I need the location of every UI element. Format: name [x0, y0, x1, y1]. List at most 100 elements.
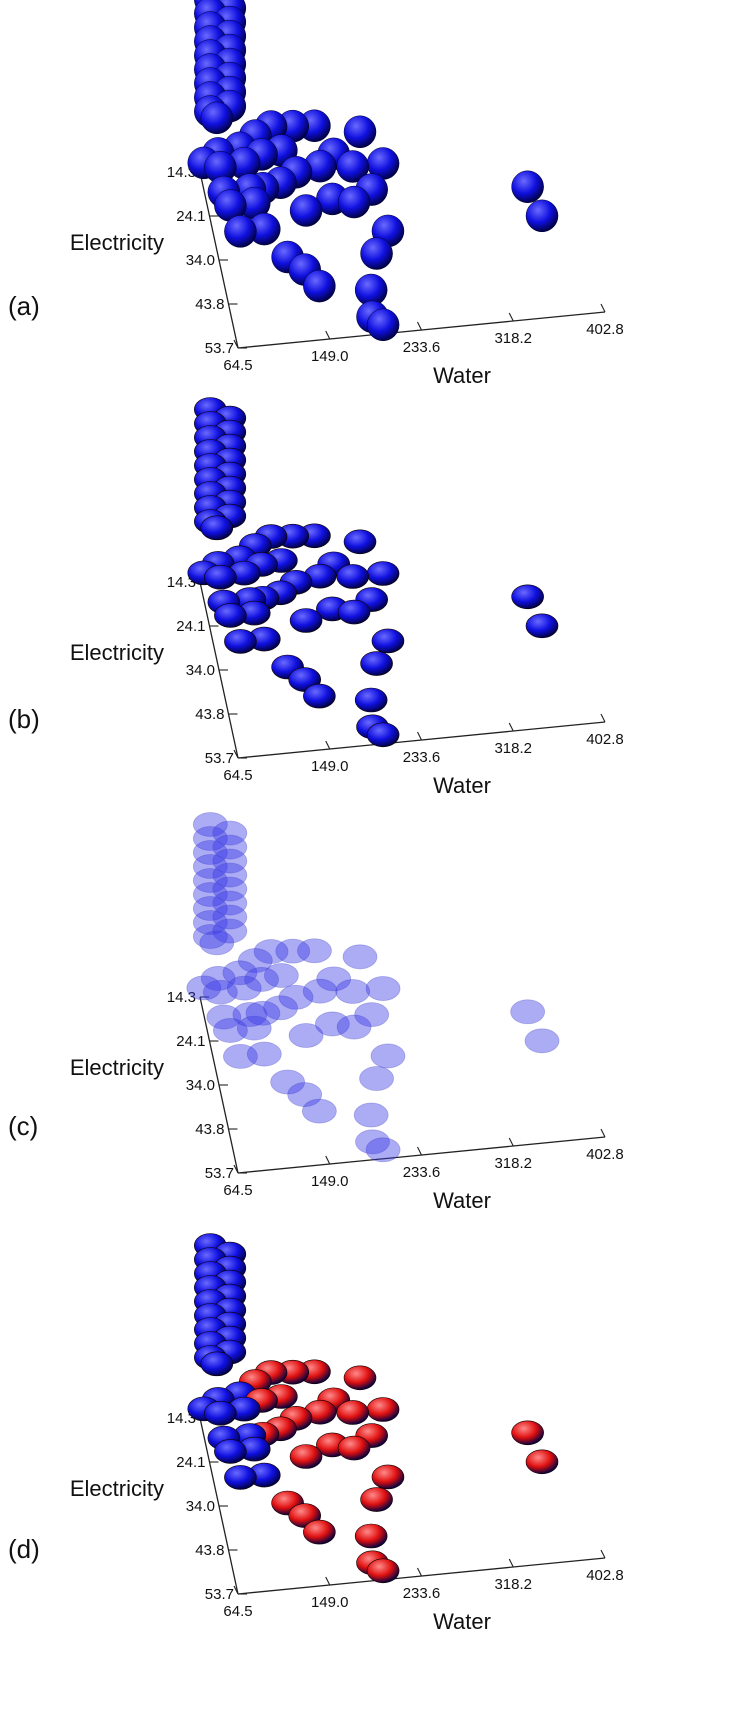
- data-point: [263, 995, 298, 1021]
- water-tick-label: 318.2: [494, 1155, 532, 1172]
- data-point: [246, 1041, 282, 1067]
- data-point: [236, 1015, 272, 1041]
- data-point: [212, 820, 248, 846]
- data-point: [511, 584, 544, 610]
- data-point: [297, 938, 332, 964]
- panel-label: (a): [8, 291, 40, 321]
- data-point: [192, 826, 228, 851]
- data-point: [303, 269, 336, 303]
- water-tick-label: 402.8: [586, 1146, 624, 1163]
- axes: 64.5149.0233.6318.2402.8Water14.324.134.…: [70, 164, 624, 388]
- electricity-axis-title: Electricity: [70, 1055, 164, 1080]
- data-point: [212, 1018, 248, 1043]
- data-point: [202, 979, 238, 1005]
- data-point: [237, 948, 273, 973]
- data-point: [342, 944, 378, 970]
- data-point: [224, 1465, 257, 1490]
- data-point: [226, 975, 262, 1001]
- electricity-tick-label: 43.8: [195, 1121, 224, 1138]
- data-point: [263, 963, 299, 988]
- water-tick-label: 402.8: [586, 731, 624, 748]
- water-tick: [600, 713, 606, 723]
- chart-svg-b: (b) 64.5 149.0 233.6 318.2 402.8 Water 14.3 24.…: [8, 397, 624, 798]
- data-point-cluster: [343, 1365, 377, 1391]
- scatter-points: [187, 0, 559, 342]
- data-point: [224, 215, 257, 248]
- water-tick-label: 64.5: [223, 767, 252, 784]
- data-point: [360, 651, 393, 676]
- panel-label: (d): [8, 1534, 40, 1564]
- data-point: [525, 613, 559, 639]
- scatter-points: [187, 397, 559, 748]
- data-point: [287, 1082, 323, 1107]
- data-point: [192, 868, 228, 893]
- water-tick-label: 64.5: [223, 1603, 252, 1620]
- water-tick: [325, 740, 331, 750]
- water-tick-label: 233.6: [403, 1164, 441, 1181]
- data-point: [200, 1351, 234, 1377]
- data-point: [214, 603, 247, 628]
- data-point: [360, 237, 393, 270]
- data-point-cluster: [289, 1444, 323, 1469]
- water-tick: [508, 312, 514, 322]
- water-tick: [600, 303, 606, 313]
- chart-panel-c: (c) 64.5 149.0 233.6 318.2 402.8 Water 14.3 24.…: [0, 812, 741, 1255]
- water-tick-label: 149.0: [311, 1594, 349, 1611]
- data-point: [212, 848, 248, 874]
- data-point: [199, 930, 235, 956]
- scatter-points: [187, 1233, 559, 1584]
- water-tick-label: 64.5: [223, 1182, 252, 1199]
- data-point: [525, 199, 559, 233]
- electricity-tick-label: 14.3: [167, 574, 196, 591]
- data-point: [192, 882, 228, 907]
- electricity-tick-label: 34.0: [186, 662, 215, 679]
- data-point: [366, 561, 400, 586]
- electricity-tick-label: 24.1: [176, 618, 205, 635]
- data-point: [314, 1011, 350, 1037]
- electricity-tick-label: 53.7: [205, 1165, 234, 1182]
- data-point: [212, 834, 248, 860]
- water-tick: [508, 1137, 514, 1147]
- water-tick-label: 233.6: [403, 339, 441, 356]
- water-tick-label: 233.6: [403, 1585, 441, 1602]
- water-tick: [508, 1558, 514, 1568]
- data-point: [232, 1002, 268, 1027]
- electricity-tick-label: 24.1: [176, 1033, 205, 1050]
- data-point: [278, 984, 314, 1010]
- chart-svg-a: (a) 64.5149.0233.6318.2402.8Water14.324.…: [8, 0, 624, 388]
- data-point: [244, 967, 279, 992]
- data-point: [370, 1043, 406, 1069]
- electricity-axis-title: Electricity: [70, 230, 164, 255]
- data-point: [204, 1400, 237, 1426]
- data-point: [371, 628, 405, 654]
- chart-panel-a: (a) 64.5 149.0 233.6 318.2 402.8 Water 14.3 24.…: [0, 0, 741, 430]
- data-point: [214, 1439, 247, 1464]
- data-point-cluster: [337, 1435, 371, 1461]
- data-point-cluster: [511, 1420, 544, 1446]
- data-point: [289, 608, 323, 633]
- water-tick-label: 149.0: [311, 1173, 349, 1190]
- electricity-tick-label: 34.0: [186, 1077, 215, 1094]
- data-point: [200, 101, 234, 135]
- electricity-tick-label: 34.0: [186, 252, 215, 269]
- data-point-cluster: [371, 1464, 405, 1490]
- water-tick-label: 318.2: [494, 330, 532, 347]
- data-point: [204, 564, 237, 590]
- water-tick-label: 233.6: [403, 749, 441, 766]
- water-tick-label: 402.8: [586, 1567, 624, 1584]
- data-point: [224, 629, 257, 654]
- data-point: [366, 308, 400, 342]
- data-point: [253, 939, 289, 964]
- data-point: [192, 924, 228, 949]
- data-point: [289, 194, 323, 227]
- water-tick: [508, 722, 514, 732]
- data-point: [222, 960, 258, 986]
- water-axis-title: Water: [433, 1609, 491, 1634]
- data-point-cluster: [354, 1523, 388, 1549]
- data-point: [192, 812, 228, 837]
- electricity-tick-label: 53.7: [205, 340, 234, 357]
- data-point: [316, 966, 352, 992]
- data-point: [359, 1066, 394, 1091]
- chart-panel-b: (b) 64.5 149.0 233.6 318.2 402.8 Water 14.3 24.…: [0, 397, 741, 840]
- data-point: [192, 840, 228, 865]
